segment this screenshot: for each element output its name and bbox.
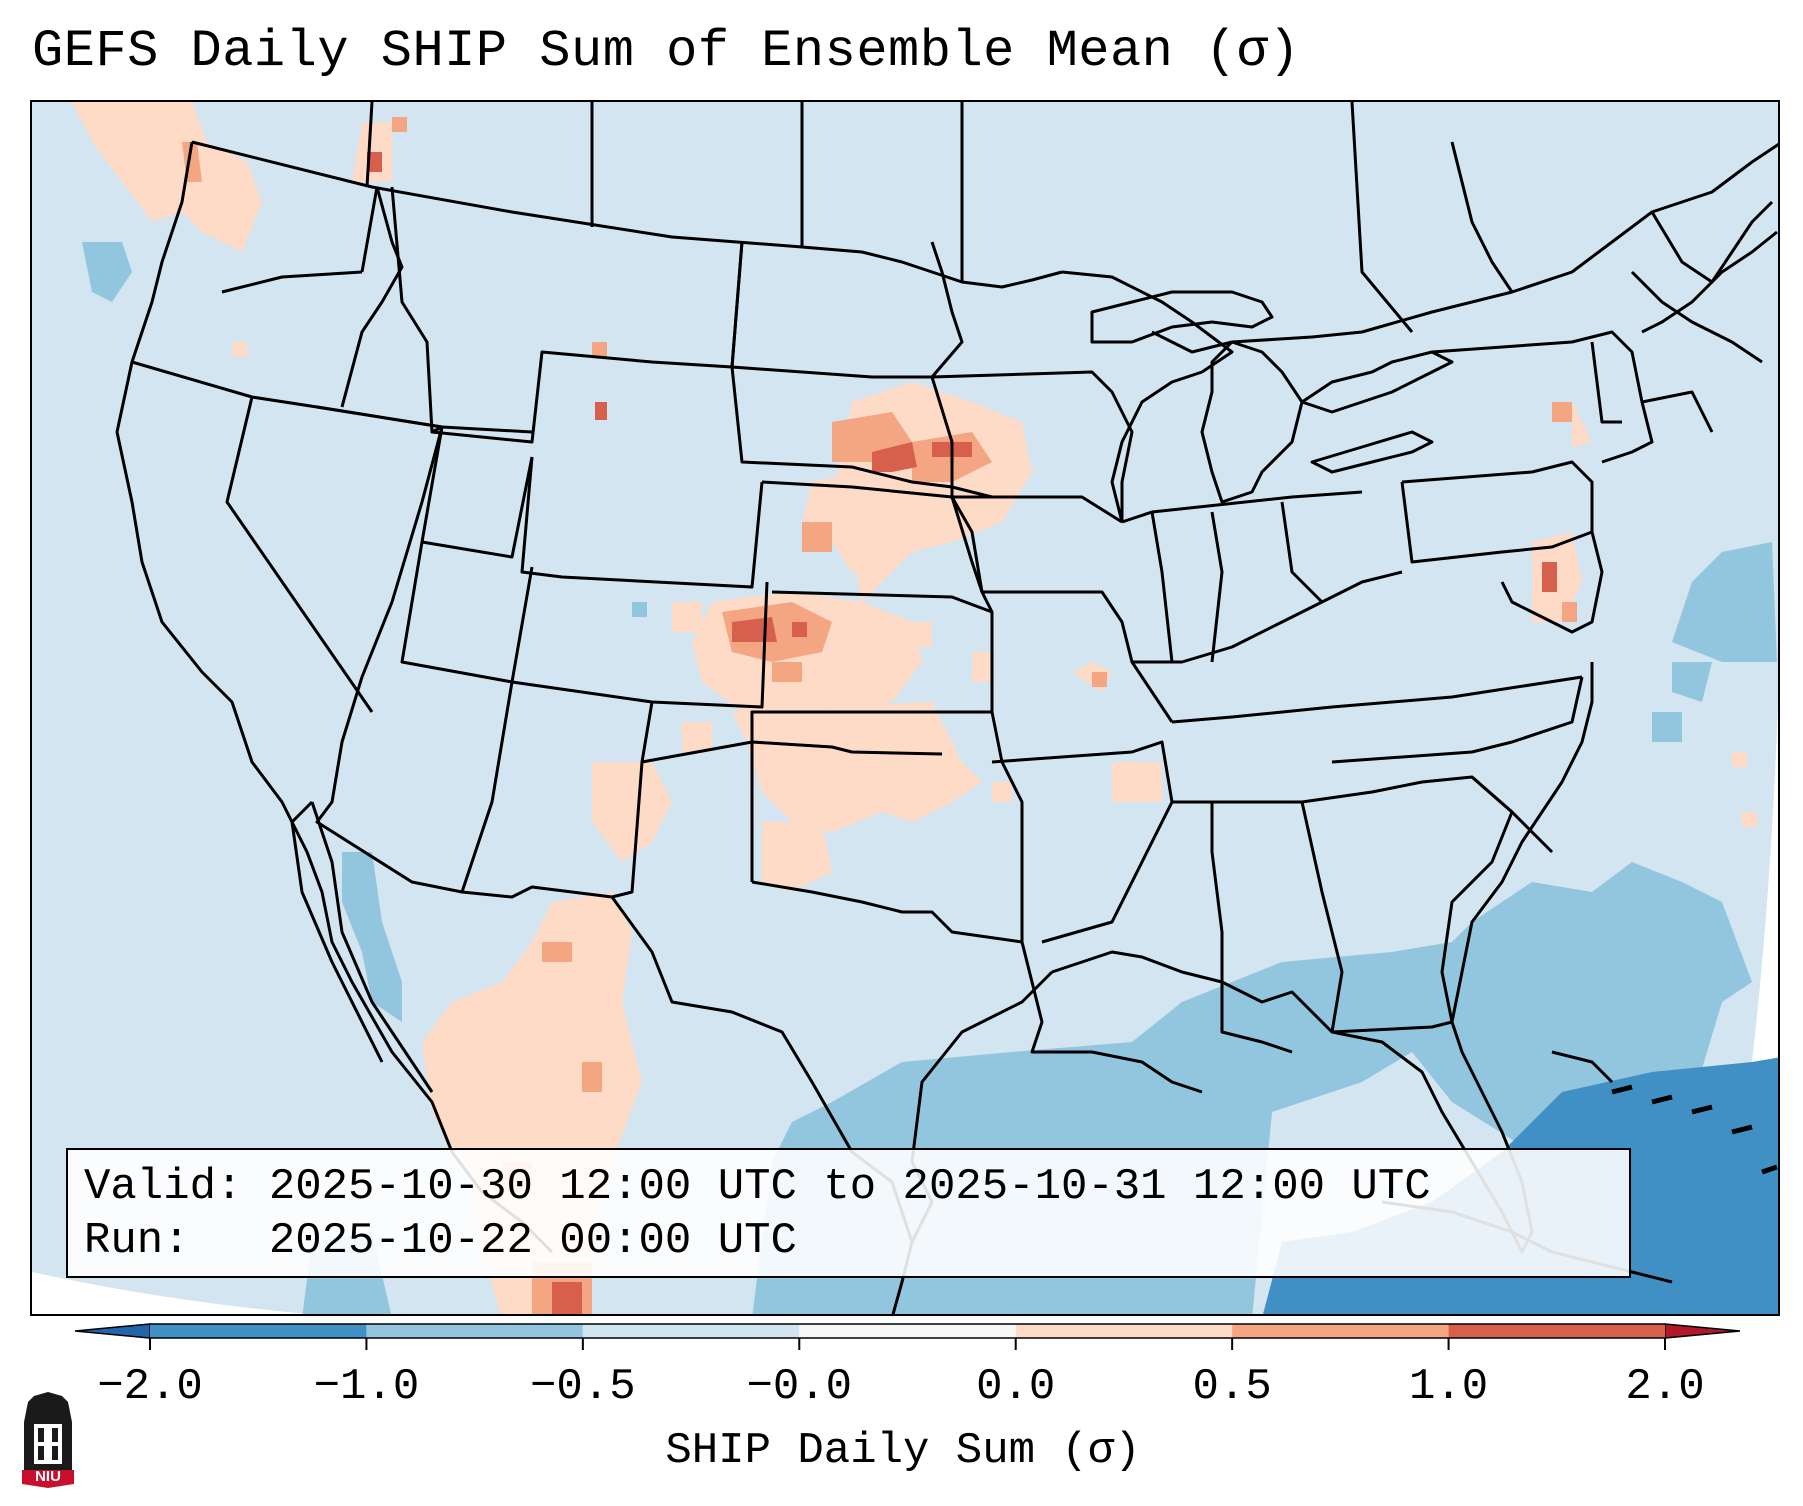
- valid-label: Valid:: [84, 1162, 243, 1212]
- colorbar-bin: [366, 1324, 583, 1338]
- pacific-coastline: [115, 141, 554, 1254]
- logo-text: NIU: [35, 1468, 61, 1485]
- political-boundaries: [115, 102, 1778, 1314]
- michigan-upper: [1090, 290, 1274, 344]
- colorbar-outline: [150, 1323, 1665, 1339]
- colorbar-tick-label: 0.0: [976, 1362, 1056, 1412]
- map-canvas: [32, 102, 1778, 1314]
- colorbar-bin: [1015, 1324, 1233, 1338]
- colorbar-tick-label: 0.5: [1192, 1362, 1272, 1412]
- lake-ontario-erie: [1300, 350, 1454, 414]
- colorbar-bins: [74, 1323, 1741, 1350]
- colorbar-tick-label: −2.0: [97, 1362, 203, 1412]
- lake-michigan-shore: [1061, 270, 1234, 523]
- map-panel: [30, 100, 1780, 1316]
- valid-value: 2025-10-30 12:00 UTC to 2025-10-31 12:00…: [268, 1162, 1431, 1212]
- colorbar-label: SHIP Daily Sum (σ): [665, 1426, 1141, 1476]
- colorbar-tick-label: 1.0: [1408, 1362, 1489, 1412]
- michigan-lower: [1200, 340, 1304, 504]
- colorbar-under-triangle: [74, 1323, 151, 1339]
- run-label: Run:: [84, 1216, 190, 1266]
- colorbar-bin: [150, 1324, 367, 1338]
- colorbar-bin: [1448, 1324, 1665, 1338]
- map-title: GEFS Daily SHIP Sum of Ensemble Mean (σ): [32, 22, 1301, 81]
- colorbar-tick-label: −0.5: [530, 1362, 636, 1412]
- valid-run-info-box: Valid: 2025-10-30 12:00 UTC to 2025-10-3…: [66, 1148, 1631, 1278]
- colorbar-tick-label: 2.0: [1625, 1362, 1705, 1412]
- university-tower-logo: [22, 1392, 74, 1488]
- projection-edge: [32, 1272, 310, 1314]
- run-value: 2025-10-22 00:00 UTC: [268, 1216, 797, 1266]
- colorbar-tick-label: −1.0: [313, 1362, 420, 1412]
- colorbar-bin: [582, 1324, 800, 1338]
- atlantic-coastline: [1450, 662, 1594, 1023]
- colorbar-over-triangle: [1664, 1323, 1741, 1339]
- colorbar-tick-label: −0.0: [746, 1362, 853, 1412]
- colorbar-bin: [799, 1324, 1016, 1338]
- colorbar-bin: [1232, 1324, 1449, 1338]
- us-canada-border: [191, 140, 1063, 289]
